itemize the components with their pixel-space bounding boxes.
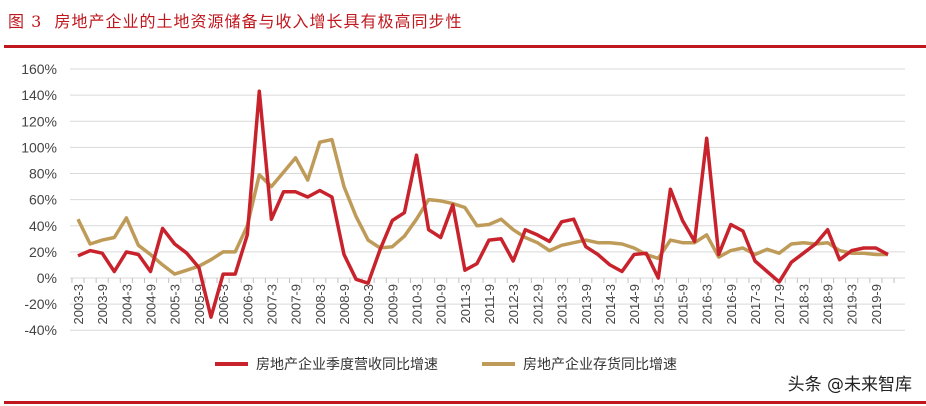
x-tick-label: 2014-3 xyxy=(603,284,618,324)
bottom-rule xyxy=(4,401,926,404)
y-tick-label: 20% xyxy=(29,244,57,260)
x-tick-label: 2011-9 xyxy=(482,284,497,324)
x-tick-label: 2013-3 xyxy=(555,284,570,324)
y-tick-label: -40% xyxy=(24,322,57,338)
x-tick-label: 2014-9 xyxy=(627,284,642,324)
y-tick-label: 160% xyxy=(21,61,57,77)
x-tick-label: 2018-3 xyxy=(796,284,811,324)
y-tick-label: 0% xyxy=(37,270,57,286)
legend-label: 房地产企业季度营收同比增速 xyxy=(256,356,438,373)
x-tick-label: 2015-9 xyxy=(675,284,690,324)
x-tick-label: 2016-9 xyxy=(724,284,739,324)
x-tick-label: 2019-3 xyxy=(845,284,860,324)
x-tick-label: 2011-3 xyxy=(458,284,473,324)
x-tick-label: 2004-9 xyxy=(144,284,159,324)
x-tick-label: 2009-3 xyxy=(361,284,376,324)
y-tick-label: 140% xyxy=(21,87,57,103)
x-tick-label: 2007-9 xyxy=(289,284,304,324)
x-tick-label: 2008-9 xyxy=(337,284,352,324)
x-tick-label: 2015-3 xyxy=(651,284,666,324)
y-tick-label: -20% xyxy=(24,296,57,312)
x-tick-label: 2004-3 xyxy=(119,284,134,324)
watermark: 头条 @未来智库 xyxy=(787,375,912,395)
x-tick-label: 2012-9 xyxy=(530,284,545,324)
x-tick-label: 2012-3 xyxy=(506,284,521,324)
x-tick-label: 2017-9 xyxy=(772,284,787,324)
series-line-revenue xyxy=(77,89,889,319)
x-tick-label: 2006-9 xyxy=(240,284,255,324)
figure-title: 图 3 房地产企业的土地资源储备与收入增长具有极高同步性 xyxy=(8,8,462,32)
x-tick-label: 2005-3 xyxy=(168,284,183,324)
y-tick-label: 60% xyxy=(29,192,57,208)
x-tick-label: 2017-3 xyxy=(748,284,763,324)
x-tick-label: 2013-9 xyxy=(579,284,594,324)
x-tick-label: 2016-3 xyxy=(700,284,715,324)
x-tick-label: 2008-3 xyxy=(313,284,328,324)
x-tick-label: 2006-3 xyxy=(216,284,231,324)
x-tick-label: 2003-3 xyxy=(71,284,86,324)
y-tick-label: 120% xyxy=(21,113,57,129)
legend-label: 房地产企业存货同比增速 xyxy=(523,356,677,373)
figure-label: 图 3 xyxy=(8,12,43,31)
x-tick-label: 2018-9 xyxy=(821,284,836,324)
x-tick-label: 2007-3 xyxy=(264,284,279,324)
x-tick-label: 2019-9 xyxy=(869,284,884,324)
figure-title-text: 房地产企业的土地资源储备与收入增长具有极高同步性 xyxy=(54,12,463,31)
x-tick-label: 2005-9 xyxy=(192,284,207,324)
y-tick-label: 100% xyxy=(21,139,57,155)
x-tick-label: 2009-9 xyxy=(385,284,400,324)
x-tick-label: 2010-3 xyxy=(410,284,425,324)
y-tick-label: 80% xyxy=(29,166,57,182)
x-tick-label: 2010-9 xyxy=(434,284,449,324)
x-tick-label: 2003-9 xyxy=(95,284,110,324)
y-tick-label: 40% xyxy=(29,218,57,234)
top-rule xyxy=(4,45,926,48)
